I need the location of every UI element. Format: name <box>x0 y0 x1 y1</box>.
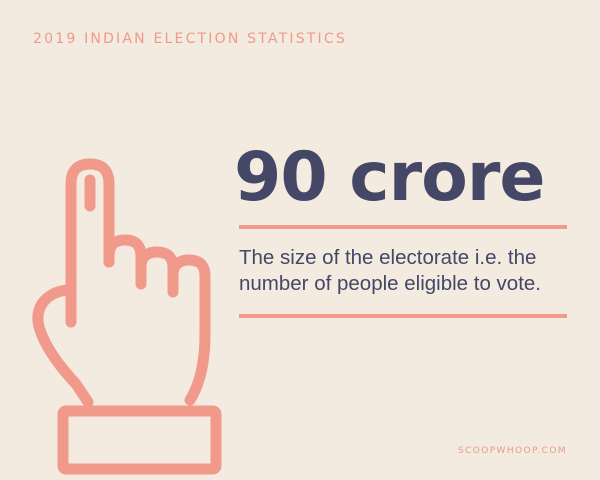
stat-description: The size of the electorate i.e. the numb… <box>239 246 542 295</box>
page-kicker: 2019 INDIAN ELECTION STATISTICS <box>33 31 347 47</box>
stat-value: 90 crore <box>234 138 546 217</box>
thumb <box>32 284 94 408</box>
bottom-divider <box>239 314 567 318</box>
cuff <box>57 405 222 475</box>
folded-fingers <box>103 234 211 406</box>
brand-watermark: SCOOPWHOOP.COM <box>457 446 567 456</box>
top-divider <box>239 225 567 229</box>
index-finger <box>65 158 115 328</box>
